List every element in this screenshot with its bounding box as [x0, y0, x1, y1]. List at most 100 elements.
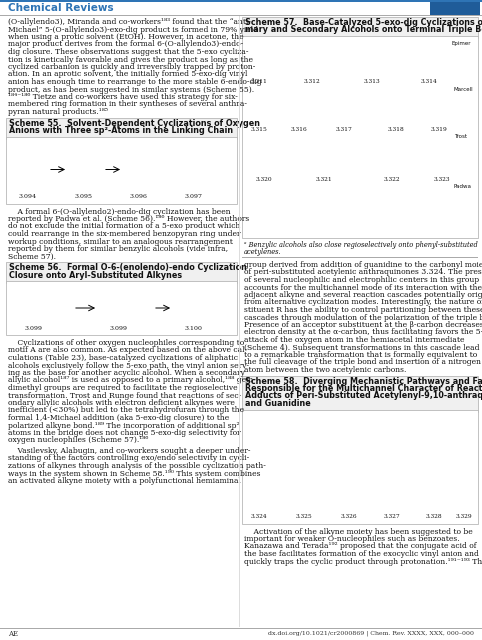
Text: the full cleavage of the triple bond and insertion of a nitrogen: the full cleavage of the triple bond and… [244, 358, 481, 367]
Text: oxygen nucleophiles (Scheme 57).¹⁸⁶: oxygen nucleophiles (Scheme 57).¹⁸⁶ [8, 436, 148, 445]
Text: standing of the factors controlling exo/endo selectivity in cycli-: standing of the factors controlling exo/… [8, 454, 249, 463]
Text: ation. In an aprotic solvent, the initially formed 5-exo-dig vinyl: ation. In an aprotic solvent, the initia… [8, 70, 247, 79]
Text: 3.329: 3.329 [455, 515, 472, 520]
Bar [242, 376, 478, 412]
Text: 3.316: 3.316 [291, 127, 308, 132]
Text: reported by them for similar benzylic alcohols (vide infra,: reported by them for similar benzylic al… [8, 245, 228, 253]
Text: 3.321: 3.321 [316, 177, 333, 182]
Text: of several nucleophilic and electrophilic centers in this group: of several nucleophilic and electrophili… [244, 276, 479, 284]
Text: product, as has been suggested in similar systems (Scheme 55).: product, as has been suggested in simila… [8, 86, 254, 93]
Text: 3.318: 3.318 [388, 127, 404, 132]
Text: Anions with Three sp²-Atoms in the Linking Chain: Anions with Three sp²-Atoms in the Linki… [9, 126, 233, 135]
Text: polarized alkyne bond.¹⁸⁹ The incorporation of additional sp²: polarized alkyne bond.¹⁸⁹ The incorporat… [8, 422, 240, 429]
Text: 3.313: 3.313 [364, 79, 380, 84]
Text: transformation. Trost and Runge found that reactions of sec-: transformation. Trost and Runge found th… [8, 392, 241, 399]
Text: 3.097: 3.097 [184, 195, 202, 200]
Text: Responsible for the Multichannel Character of Reactions in: Responsible for the Multichannel Charact… [245, 384, 482, 393]
Text: Scheme 55.  Solvent-Dependent Cyclizations of Oxygen: Scheme 55. Solvent-Dependent Cyclization… [9, 118, 260, 127]
Text: cyclized carbanion is quickly and irreversibly trapped by proton-: cyclized carbanion is quickly and irreve… [8, 63, 255, 71]
Text: 3.328: 3.328 [426, 515, 442, 520]
Text: allylic alcohol¹⁸⁷ is used as opposed to a primary alcohol,¹⁸⁸ gem-: allylic alcohol¹⁸⁷ is used as opposed to… [8, 376, 256, 385]
Text: Activation of the alkyne moiety has been suggested to be: Activation of the alkyne moiety has been… [244, 527, 473, 536]
Text: alcohols exclusively follow the 5-exo path, the vinyl anion serv-: alcohols exclusively follow the 5-exo pa… [8, 362, 249, 369]
Text: 3.100: 3.100 [184, 326, 202, 331]
Text: Vasilevsky, Alabugin, and co-workers sought a deeper under-: Vasilevsky, Alabugin, and co-workers sou… [8, 447, 251, 455]
Text: the base facilitates formation of the exocyclic vinyl anion and: the base facilitates formation of the ex… [244, 550, 479, 558]
Text: 3.099: 3.099 [109, 326, 127, 331]
Text: (O-allylendo3), Miranda and co-workers¹⁸³ found that the “anti-: (O-allylendo3), Miranda and co-workers¹⁸… [8, 18, 251, 26]
Text: could rearrange in the six-membered benzopyran ring under: could rearrange in the six-membered benz… [8, 230, 241, 238]
Bar [239, 16, 240, 627]
Text: reported by Padwa et al. (Scheme 56).¹⁸⁶ However, the authors: reported by Padwa et al. (Scheme 56).¹⁸⁶… [8, 215, 249, 223]
Bar [242, 36, 478, 238]
Text: 3.323: 3.323 [434, 177, 450, 182]
Text: dx.doi.org/10.1021/cr2000869 | Chem. Rev. XXXX, XXX, 000–000: dx.doi.org/10.1021/cr2000869 | Chem. Rev… [268, 630, 474, 636]
Text: workup conditions, similar to an analogous rearrangement: workup conditions, similar to an analogo… [8, 237, 233, 246]
Text: Michael” 5-(O-allylendo3)-exo-dig product is formed in 79% yield: Michael” 5-(O-allylendo3)-exo-dig produc… [8, 26, 258, 33]
Text: dig closure. These observations suggest that the 5-exo cycliza-: dig closure. These observations suggest … [8, 48, 249, 56]
Bar [6, 281, 237, 335]
Text: cascades through modulation of the polarization of the triple bond.: cascades through modulation of the polar… [244, 314, 482, 321]
Bar [242, 410, 478, 524]
Text: to a remarkable transformation that is formally equivalent to: to a remarkable transformation that is f… [244, 351, 477, 359]
Text: ¹⁸⁴⁻¹⁸⁶ Tietze and co-workers have used this strategy for six-: ¹⁸⁴⁻¹⁸⁶ Tietze and co-workers have used … [8, 93, 238, 101]
Text: Cyclizations of other oxygen nucleophiles corresponding to: Cyclizations of other oxygen nucleophile… [8, 339, 244, 347]
Text: 3.312: 3.312 [304, 79, 321, 84]
Bar [6, 262, 237, 283]
Text: major product derives from the formal 6-(O-allylendo3)-endo-: major product derives from the formal 6-… [8, 40, 243, 49]
Text: 3.095: 3.095 [74, 195, 92, 200]
Text: atom between the two acetylenic carbons.: atom between the two acetylenic carbons. [244, 366, 406, 374]
Text: Presence of an acceptor substituent at the β-carbon decreases: Presence of an acceptor substituent at t… [244, 321, 482, 329]
Text: ways in the system shown in Scheme 58.¹⁹⁰ This system combines: ways in the system shown in Scheme 58.¹⁹… [8, 470, 260, 477]
Text: 3.319: 3.319 [430, 127, 447, 132]
Text: quickly traps the cyclic product through protonation.¹⁹¹⁻¹⁹³ The: quickly traps the cyclic product through… [244, 557, 482, 566]
Text: 3.314: 3.314 [421, 79, 437, 84]
Text: Closure onto Aryl-Substituted Alkynes: Closure onto Aryl-Substituted Alkynes [9, 271, 182, 280]
Text: Epimer: Epimer [452, 41, 471, 46]
Text: accounts for the multichannel mode of its interaction with the: accounts for the multichannel mode of it… [244, 284, 482, 291]
Text: when using a protic solvent (EtOH). However, in acetone, the: when using a protic solvent (EtOH). Howe… [8, 33, 243, 41]
Text: Trost: Trost [454, 134, 467, 139]
Text: pyran natural products.¹⁸⁵: pyran natural products.¹⁸⁵ [8, 108, 108, 116]
Text: Kanazawa and Terada¹⁹² proposed that the conjugate acid of: Kanazawa and Terada¹⁹² proposed that the… [244, 543, 477, 550]
Text: inefficient (<30%) but led to the tetrahydrofuran through the: inefficient (<30%) but led to the tetrah… [8, 406, 244, 415]
Text: anion has enough time to rearrange to the more stable 6-endo-dig: anion has enough time to rearrange to th… [8, 78, 262, 86]
Text: 3.325: 3.325 [295, 515, 312, 520]
Text: stituent R has the ability to control partitioning between these: stituent R has the ability to control pa… [244, 306, 482, 314]
Text: Marcell: Marcell [454, 87, 474, 92]
Text: 3.094: 3.094 [19, 195, 37, 200]
Text: ondary allylic alcohols with electron deficient alkynes were: ondary allylic alcohols with electron de… [8, 399, 235, 407]
Text: 3.096: 3.096 [129, 195, 147, 200]
Text: Scheme 57).: Scheme 57). [8, 253, 56, 260]
Text: motif A are also common. As expected based on the above cal-: motif A are also common. As expected bas… [8, 346, 247, 355]
Text: mary and Secondary Alcohols onto Terminal Triple Bondsᵃ: mary and Secondary Alcohols onto Termina… [245, 26, 482, 35]
Text: A formal 6-(O-allylendo2)-endo-dig cyclization has been: A formal 6-(O-allylendo2)-endo-dig cycli… [8, 207, 230, 216]
Text: 3.324: 3.324 [251, 515, 268, 520]
Text: Chemical Reviews: Chemical Reviews [8, 3, 114, 13]
Bar [6, 136, 237, 204]
Text: 3.317: 3.317 [335, 127, 352, 132]
Text: Scheme 57.  Base-Catalyzed 5-exo-dig Cyclizations of Pri-: Scheme 57. Base-Catalyzed 5-exo-dig Cycl… [245, 18, 482, 27]
Text: ᵃ Benzylic alcohols also close regioselectively onto phenyl-substituted: ᵃ Benzylic alcohols also close regiosele… [244, 241, 478, 249]
Text: zations of alkynes through analysis of the possible cyclization path-: zations of alkynes through analysis of t… [8, 462, 266, 470]
Text: 3.320: 3.320 [255, 177, 272, 182]
Text: 3.322: 3.322 [384, 177, 401, 182]
Text: (Scheme 4). Subsequent transformations in this cascade lead: (Scheme 4). Subsequent transformations i… [244, 344, 480, 351]
Text: 3.327: 3.327 [384, 515, 401, 520]
Text: Scheme 58.  Diverging Mechanistic Pathways and Factors: Scheme 58. Diverging Mechanistic Pathway… [245, 376, 482, 385]
Text: dimethyl groups are required to facilitate the regioselective: dimethyl groups are required to facilita… [8, 384, 238, 392]
Text: 3.326: 3.326 [341, 515, 357, 520]
Text: tion is kinetically favorable and gives the product as long as the: tion is kinetically favorable and gives … [8, 56, 253, 63]
Text: atoms in the bridge does not change 5-exo-dig selectivity for: atoms in the bridge does not change 5-ex… [8, 429, 241, 437]
Text: 3.311: 3.311 [251, 79, 268, 84]
Text: adjacent alkyne and several reaction cascades potentially originating: adjacent alkyne and several reaction cas… [244, 291, 482, 299]
Text: Scheme 56.  Formal O-6-(enolendo)-endo Cyclization: Scheme 56. Formal O-6-(enolendo)-endo Cy… [9, 263, 247, 272]
Text: formal 1,4-Michael addition (aka 5-exo-dig closure) to the: formal 1,4-Michael addition (aka 5-exo-d… [8, 414, 229, 422]
Bar [242, 17, 478, 38]
Text: do not exclude the initial formation of a 5-exo product which: do not exclude the initial formation of … [8, 223, 241, 230]
Text: acetylenes.: acetylenes. [244, 248, 281, 255]
Bar [0, 0, 482, 2]
Text: group derived from addition of guanidine to the carbonyl moiety: group derived from addition of guanidine… [244, 261, 482, 269]
Text: 3.315: 3.315 [251, 127, 268, 132]
Text: from alternative cyclization modes. Interestingly, the nature of sub-: from alternative cyclization modes. Inte… [244, 298, 482, 307]
